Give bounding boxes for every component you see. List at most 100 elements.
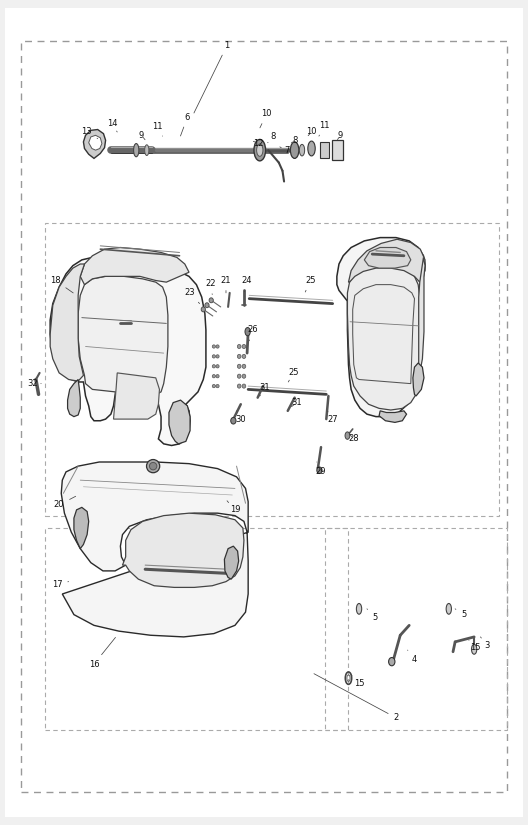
Text: 13: 13 [81, 128, 98, 139]
Ellipse shape [237, 364, 241, 368]
Ellipse shape [216, 355, 219, 358]
Ellipse shape [242, 384, 246, 388]
Text: 10: 10 [260, 110, 272, 128]
Polygon shape [74, 507, 89, 549]
Polygon shape [364, 248, 411, 268]
Text: 19: 19 [227, 501, 240, 514]
Polygon shape [114, 373, 159, 419]
Polygon shape [337, 238, 425, 417]
Polygon shape [348, 239, 425, 282]
Text: 15: 15 [469, 640, 480, 652]
Text: 26: 26 [247, 326, 258, 341]
Text: 28: 28 [348, 435, 359, 443]
Text: 25: 25 [288, 369, 299, 382]
Ellipse shape [356, 604, 362, 614]
Ellipse shape [149, 462, 157, 469]
Ellipse shape [134, 144, 139, 157]
Ellipse shape [308, 141, 315, 156]
Ellipse shape [216, 375, 219, 378]
Ellipse shape [242, 364, 246, 368]
Ellipse shape [212, 375, 215, 378]
Polygon shape [68, 380, 80, 417]
Text: 2: 2 [314, 674, 399, 722]
Text: 5: 5 [367, 609, 378, 621]
Ellipse shape [237, 375, 241, 378]
Ellipse shape [201, 307, 205, 312]
Text: 24: 24 [242, 276, 252, 292]
Polygon shape [347, 266, 420, 410]
Bar [332, 140, 343, 160]
Text: 6: 6 [181, 113, 190, 136]
Ellipse shape [209, 298, 213, 303]
Polygon shape [61, 462, 248, 637]
Text: 11: 11 [152, 122, 163, 136]
Text: 30: 30 [235, 411, 246, 423]
Ellipse shape [242, 355, 246, 359]
Text: 25: 25 [305, 276, 316, 292]
Ellipse shape [216, 365, 219, 368]
Text: 27: 27 [327, 411, 338, 423]
Ellipse shape [205, 303, 209, 308]
Ellipse shape [254, 139, 266, 161]
Text: 32: 32 [27, 380, 41, 388]
Text: 10: 10 [306, 128, 317, 136]
Text: 15: 15 [351, 675, 364, 687]
Text: 9: 9 [337, 131, 343, 139]
Ellipse shape [145, 145, 149, 155]
Ellipse shape [146, 460, 159, 473]
Polygon shape [78, 276, 168, 396]
Text: 29: 29 [316, 462, 326, 476]
Bar [320, 142, 329, 158]
Text: 7: 7 [280, 147, 289, 155]
Text: 11: 11 [319, 121, 330, 136]
Ellipse shape [216, 345, 219, 348]
Polygon shape [83, 130, 106, 158]
Ellipse shape [345, 432, 350, 439]
Ellipse shape [242, 375, 246, 378]
Text: 31: 31 [291, 398, 302, 407]
Ellipse shape [472, 644, 477, 654]
Polygon shape [224, 546, 239, 579]
Ellipse shape [212, 365, 215, 368]
Polygon shape [413, 363, 424, 396]
Text: 1: 1 [194, 41, 230, 113]
Text: 17: 17 [52, 580, 69, 588]
Text: 9: 9 [139, 131, 145, 139]
Polygon shape [169, 400, 190, 444]
Text: 23: 23 [185, 289, 200, 304]
Ellipse shape [237, 345, 241, 349]
Ellipse shape [290, 142, 299, 158]
Text: 14: 14 [107, 120, 117, 132]
Ellipse shape [212, 355, 215, 358]
Text: 21: 21 [221, 276, 231, 293]
Text: 4: 4 [408, 650, 417, 664]
Ellipse shape [317, 467, 322, 474]
Text: 8: 8 [268, 133, 276, 143]
Ellipse shape [245, 328, 250, 336]
Polygon shape [379, 411, 407, 422]
Ellipse shape [212, 384, 215, 388]
Text: 31: 31 [260, 384, 270, 396]
Polygon shape [122, 513, 244, 587]
Bar [325, 528, 507, 730]
Text: 16: 16 [89, 638, 116, 668]
Bar [45, 528, 348, 730]
Bar [45, 223, 499, 516]
Ellipse shape [299, 144, 305, 156]
Text: 5: 5 [455, 609, 466, 619]
Ellipse shape [231, 417, 236, 424]
Ellipse shape [389, 658, 395, 666]
Polygon shape [50, 257, 206, 446]
Ellipse shape [242, 345, 246, 349]
Ellipse shape [237, 384, 241, 388]
Text: 22: 22 [205, 280, 215, 295]
Polygon shape [80, 248, 189, 285]
Ellipse shape [237, 355, 241, 359]
Ellipse shape [216, 384, 219, 388]
Text: 20: 20 [54, 497, 76, 509]
Polygon shape [89, 135, 102, 150]
Ellipse shape [446, 604, 451, 614]
Polygon shape [417, 257, 425, 378]
Polygon shape [50, 264, 84, 381]
Ellipse shape [257, 144, 263, 157]
